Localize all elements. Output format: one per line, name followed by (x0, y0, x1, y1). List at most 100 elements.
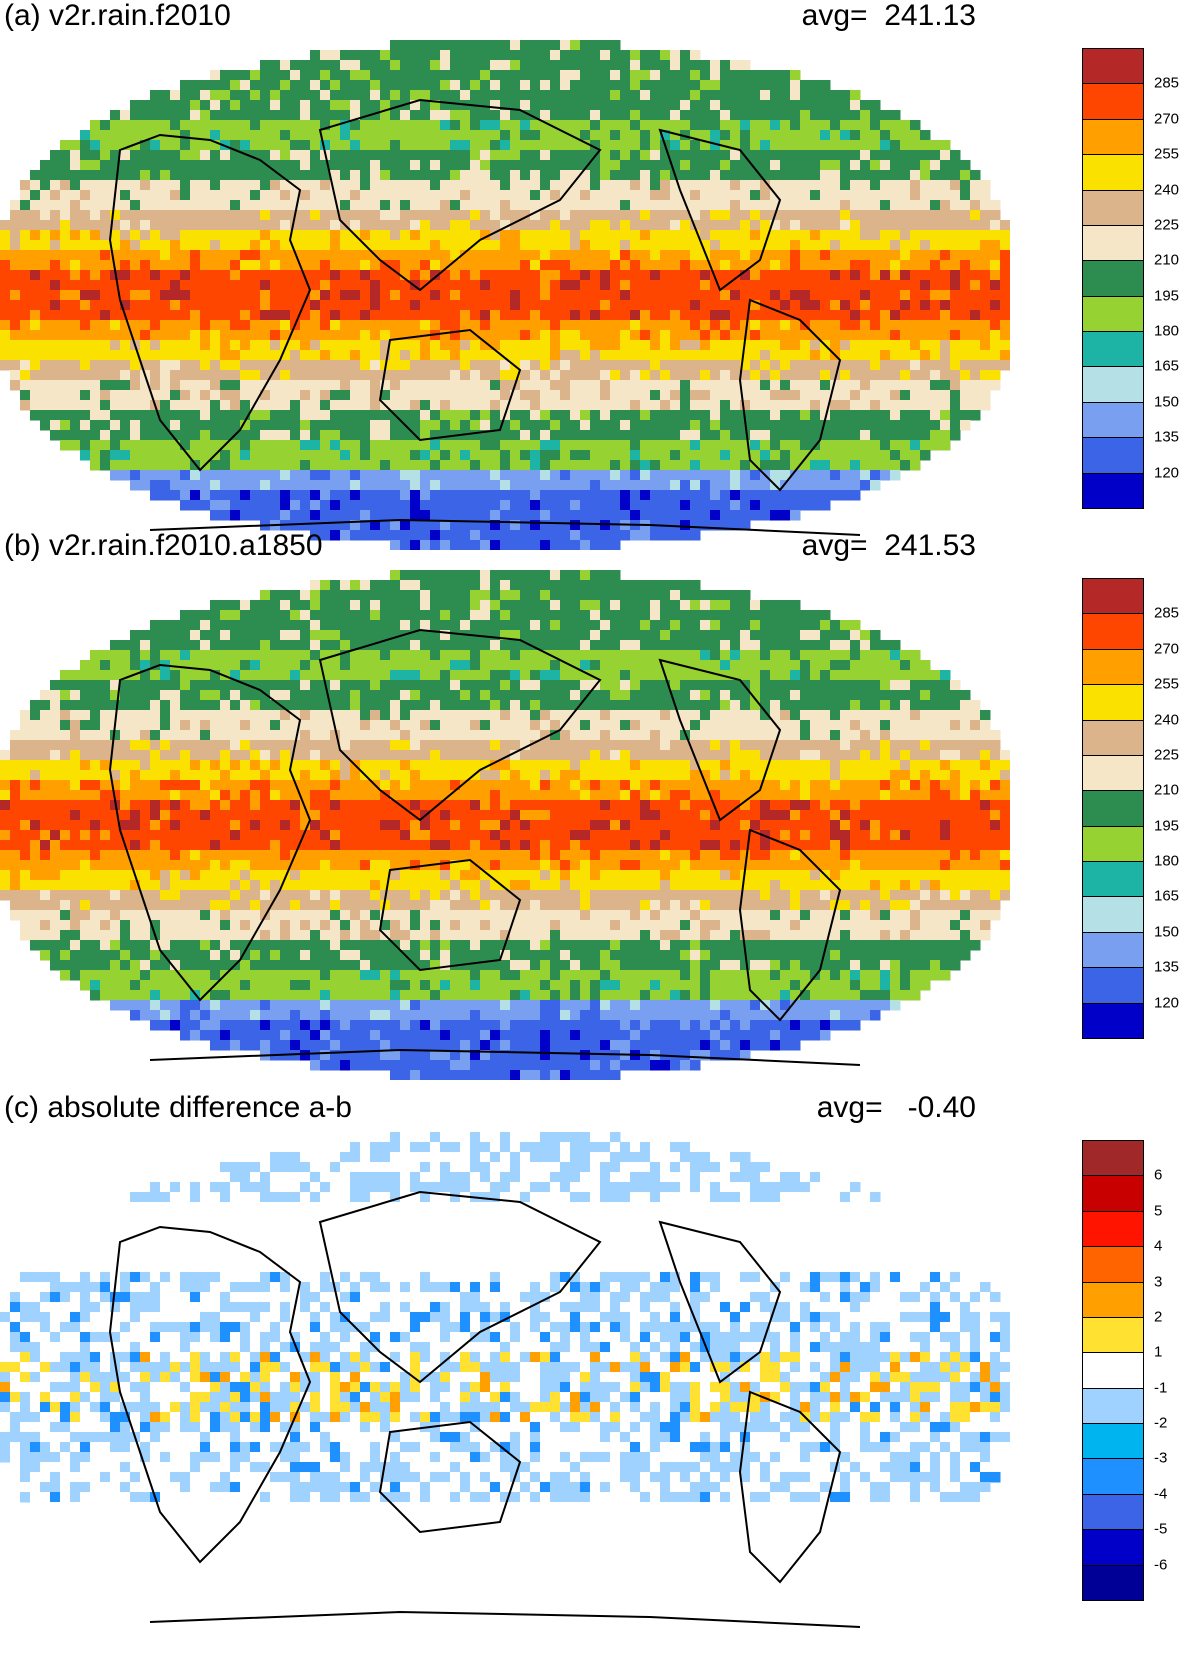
colorbar-swatch (1082, 825, 1144, 863)
colorbar-swatch (1082, 1423, 1144, 1460)
colorbar-label: 225 (1154, 216, 1180, 234)
panel-a-average: avg= 241.13 (801, 0, 976, 32)
colorbar-swatch (1082, 48, 1144, 85)
colorbar-swatch (1082, 754, 1144, 792)
colorbar-label: 255 (1154, 675, 1180, 693)
coastline (318, 1190, 602, 1384)
colorbar-label: 135 (1154, 958, 1180, 976)
colorbar-swatch (1082, 1564, 1144, 1601)
colorbar-label: -5 (1154, 1520, 1168, 1538)
colorbar-swatch (1082, 1387, 1144, 1425)
colorbar-label: 150 (1154, 923, 1180, 941)
colorbar-swatch (1082, 83, 1144, 120)
colorbar-swatch (1082, 331, 1144, 368)
colorbar-label: 2 (1154, 1308, 1163, 1326)
coastline (108, 663, 312, 1002)
colorbar-label: -2 (1154, 1414, 1168, 1432)
coastline (108, 133, 312, 472)
colorbar-label: 285 (1154, 74, 1180, 92)
colorbar-label: 3 (1154, 1273, 1163, 1291)
colorbar-label: 120 (1154, 994, 1180, 1012)
colorbar-label: 180 (1154, 322, 1180, 340)
coastline (738, 828, 842, 1022)
colorbar-swatch (1082, 295, 1144, 333)
colorbar-label: 195 (1154, 817, 1180, 835)
colorbar-swatch (1082, 118, 1144, 156)
colorbar-swatch (1082, 189, 1144, 226)
colorbar-label: 180 (1154, 852, 1180, 870)
coastline (738, 298, 842, 492)
colorbar-label: -6 (1154, 1556, 1168, 1574)
colorbar-swatch (1082, 790, 1144, 827)
colorbar-swatch (1082, 472, 1144, 509)
panel-a-colorbar: 120 135 150 165 180 195 210 225 240 255 270 285 (1082, 48, 1182, 548)
panel-a: (a) v2r.rain.f2010 avg= 241.13 120 135 150… (0, 0, 1188, 560)
map-grid (0, 40, 1010, 550)
colorbar-label: 165 (1154, 357, 1180, 375)
panel-b-average: avg= 241.53 (801, 529, 976, 562)
coastline (658, 1220, 782, 1384)
colorbar-label: 255 (1154, 145, 1180, 163)
colorbar-swatch (1082, 1140, 1144, 1177)
coastline (658, 658, 782, 822)
panel-b-map (0, 570, 1010, 1080)
colorbar-swatch (1082, 1210, 1144, 1248)
coastline (149, 1610, 861, 1628)
colorbar-swatch (1082, 1316, 1144, 1354)
colorbar-swatch (1082, 260, 1144, 297)
colorbar-swatch (1082, 1175, 1144, 1212)
colorbar-swatch (1082, 931, 1144, 969)
colorbar-label: 120 (1154, 464, 1180, 482)
coastline (658, 128, 782, 292)
panel-c-title: (c) absolute difference a-b (4, 1091, 352, 1124)
panel-a-title: (a) v2r.rain.f2010 (4, 0, 231, 32)
colorbar-label: 240 (1154, 181, 1180, 199)
colorbar-label: 1 (1154, 1343, 1163, 1361)
coastline (378, 1420, 522, 1534)
colorbar-swatch (1082, 154, 1144, 191)
colorbar-label: 210 (1154, 251, 1180, 269)
panel-a-map (0, 40, 1010, 550)
coastline (108, 1225, 312, 1564)
colorbar-swatch (1082, 613, 1144, 650)
colorbar-swatch (1082, 437, 1144, 474)
colorbar-swatch (1082, 967, 1144, 1004)
colorbar-swatch (1082, 1493, 1144, 1531)
colorbar-swatch (1082, 1281, 1144, 1318)
colorbar-label: 150 (1154, 393, 1180, 411)
panel-b-colorbar: 120 135 150 165 180 195 210 225 240 255 270 285 (1082, 578, 1182, 1078)
colorbar-label: 270 (1154, 640, 1180, 658)
panel-b-title: (b) v2r.rain.f2010.a1850 (4, 529, 323, 562)
colorbar-swatch (1082, 861, 1144, 898)
colorbar-label: 240 (1154, 711, 1180, 729)
colorbar-label: -3 (1154, 1449, 1168, 1467)
panel-c: (c) absolute difference a-b avg= -0.40 -… (0, 1092, 1188, 1652)
colorbar-swatch (1082, 896, 1144, 933)
coastline (378, 858, 522, 972)
coastline (738, 1390, 842, 1584)
map-grid (0, 570, 1010, 1080)
panel-c-colorbar: -6 -5 -4 -3 -2 -1 1 2 3 4 5 6 (1082, 1140, 1182, 1640)
colorbar-swatch (1082, 224, 1144, 262)
colorbar-label: 135 (1154, 428, 1180, 446)
panel-c-map (0, 1132, 1010, 1642)
colorbar-label: 165 (1154, 887, 1180, 905)
map-grid (0, 1132, 1010, 1642)
colorbar-label: 6 (1154, 1166, 1163, 1184)
coastline (318, 98, 602, 292)
colorbar-label: 225 (1154, 746, 1180, 764)
colorbar-label: 270 (1154, 110, 1180, 128)
colorbar-swatch (1082, 366, 1144, 403)
colorbar-swatch (1082, 648, 1144, 686)
colorbar-swatch (1082, 1246, 1144, 1283)
panel-c-average: avg= -0.40 (816, 1091, 976, 1124)
colorbar-label: 285 (1154, 604, 1180, 622)
colorbar-swatch (1082, 1458, 1144, 1495)
colorbar-label: 4 (1154, 1237, 1163, 1255)
coastline (378, 328, 522, 442)
colorbar-swatch (1082, 1002, 1144, 1039)
colorbar-label: 195 (1154, 287, 1180, 305)
coastline (149, 1048, 861, 1066)
colorbar-label: 210 (1154, 781, 1180, 799)
colorbar-swatch (1082, 578, 1144, 615)
